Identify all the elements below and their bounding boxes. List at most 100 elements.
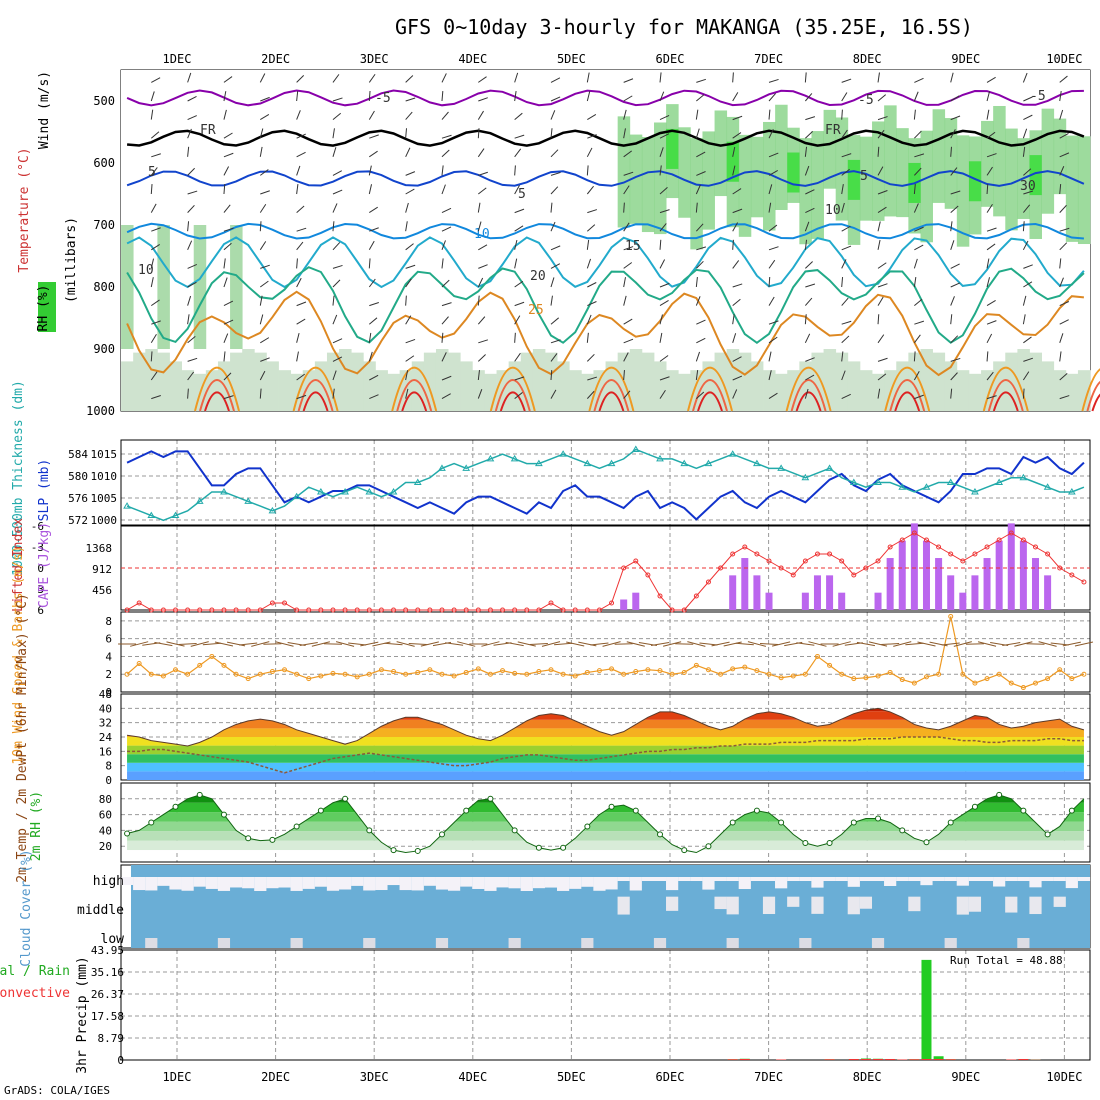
wind-barb (1023, 168, 1032, 176)
wind-barb (223, 152, 234, 158)
cape-bar (910, 523, 918, 610)
wind-speed-point (1057, 667, 1063, 673)
temperature-axis-label: Temperature (°C) (17, 147, 32, 272)
cape-bar (753, 575, 761, 610)
wind-barb (441, 73, 447, 83)
rh-shade-mid (763, 121, 776, 231)
wind-barb-10m (541, 641, 561, 647)
contour-label: 10 (474, 227, 490, 242)
wind-barb (514, 258, 518, 269)
wind-barb (187, 146, 190, 157)
cape-bar (983, 558, 991, 610)
wind-barb (913, 258, 918, 269)
wind-barb (804, 146, 808, 157)
precip-conv-bar (727, 1059, 738, 1060)
warm-contour (396, 379, 433, 412)
wind-speed-point (136, 661, 142, 667)
rh-shade-low (835, 352, 849, 411)
wind-speed-point (657, 668, 663, 674)
lifted-index-point (705, 579, 711, 585)
cloud-high-gap (557, 877, 570, 891)
temp-tick-label: 0 (105, 774, 112, 787)
wind-speed-point (294, 671, 300, 677)
cape-bar (922, 540, 930, 610)
rh-shade-low (993, 361, 1006, 411)
wind-barb (659, 223, 667, 232)
rh2m-point (511, 827, 518, 834)
wind-barb (841, 225, 851, 232)
precip-axis-label: 3hr Precip (mm) (75, 956, 90, 1073)
wind-barb-10m (687, 641, 706, 647)
rh2m-point (317, 807, 324, 814)
cape-bar (826, 575, 834, 610)
precip-tick-label: 8.79 (98, 1032, 125, 1045)
wind-barb-10m (953, 641, 972, 647)
wind-barb (805, 357, 815, 362)
wind-barb-10m (711, 641, 730, 647)
wind-barb (405, 221, 408, 232)
wind-barb-10m (529, 642, 548, 646)
cloud-high-gap (375, 877, 388, 891)
wind-barb (986, 258, 990, 269)
lifted-index-point (948, 551, 954, 557)
lifted-index-point (996, 537, 1002, 543)
wind-barb (768, 152, 779, 158)
wind-barb (877, 221, 881, 232)
wind-barb (150, 131, 160, 139)
wind-barb (986, 300, 996, 307)
wind-barb (223, 395, 234, 400)
wind-barb (913, 371, 920, 381)
rh-shade-low (242, 349, 255, 411)
wind-barb (659, 259, 666, 269)
wind-barb (913, 351, 916, 362)
wind-barb (1059, 227, 1070, 232)
wind-barb (986, 395, 997, 400)
wind-barb (732, 146, 736, 157)
wind-barb (841, 92, 848, 102)
wind-speed-point (996, 671, 1002, 677)
wind-barb (804, 93, 813, 102)
wind-barb (1022, 146, 1026, 157)
cloud-high-gap (278, 877, 291, 888)
wind-barb (514, 72, 519, 83)
wind-speed-point (609, 666, 615, 672)
wind-barb (478, 244, 488, 251)
cape-tick-label: 456 (92, 584, 112, 597)
lifted-index-point (657, 593, 663, 599)
cloud-high-gap (750, 877, 764, 881)
wind-barb (950, 190, 961, 195)
wind-barb (1059, 204, 1067, 213)
cloud-high-gap (617, 877, 630, 881)
wind-barb (841, 320, 852, 325)
wind-barb (369, 206, 378, 214)
rh-shade-low (569, 370, 582, 411)
wind-barb (877, 314, 880, 325)
rh2m-point (850, 819, 857, 826)
wind-barb-10m (1062, 641, 1081, 647)
day-tick-label: 10DEC (1046, 52, 1082, 66)
rh2m-point (220, 811, 227, 818)
wind-barb-10m (214, 641, 234, 647)
cloud-high-gap (520, 877, 533, 891)
thickness-axis-label: 1000-500mb Thickness (dm) (11, 380, 26, 576)
pressure-tick-label: 900 (93, 342, 115, 356)
rh-shade-mid (835, 117, 849, 221)
lifted-index-point (669, 607, 675, 613)
lifted-index-point (427, 607, 433, 613)
wind-barb (1023, 190, 1034, 195)
wind-barb (950, 335, 959, 344)
wind-barb (514, 208, 525, 214)
cloud-high-gap (702, 877, 715, 890)
wind-barb (296, 110, 301, 120)
wind-barb (659, 133, 670, 139)
wind-barb (732, 260, 740, 269)
wind-speed-point (487, 671, 493, 677)
lifted-index-point (766, 558, 772, 564)
warm-contour (884, 366, 931, 412)
slp-tick-label: 1010 (91, 470, 118, 483)
wind-barb (623, 202, 625, 213)
wind-barb (914, 130, 922, 139)
wind-barb-10m (190, 641, 209, 647)
wind-barb-10m (735, 642, 754, 646)
slp-marker (631, 445, 640, 452)
